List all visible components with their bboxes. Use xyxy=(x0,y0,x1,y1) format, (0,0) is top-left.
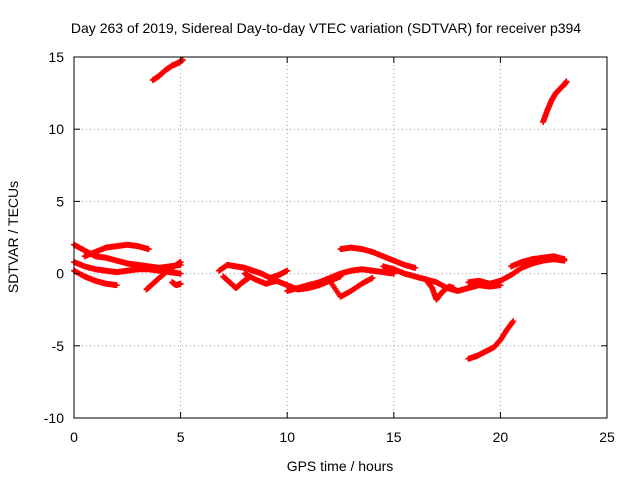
series-arc-3 xyxy=(71,267,120,289)
data-point xyxy=(284,267,291,274)
data-point xyxy=(510,318,517,325)
y-tick-label: 10 xyxy=(48,121,64,137)
x-tick-label: 0 xyxy=(70,429,78,445)
axis-ticks xyxy=(73,56,608,419)
series-arc-12 xyxy=(326,274,376,300)
data-point xyxy=(561,256,568,263)
y-tick-label: 15 xyxy=(48,49,64,65)
y-tick-labels: -10 -5 0 5 10 15 xyxy=(44,49,64,426)
data-point xyxy=(145,246,152,253)
series-arc-17 xyxy=(508,253,568,270)
series-arc-6 xyxy=(169,279,184,289)
series-arc-16 xyxy=(465,256,568,287)
series-arc-9 xyxy=(220,273,252,292)
series-arc-8 xyxy=(215,261,291,281)
x-tick-label: 10 xyxy=(279,429,295,445)
series-arc-4 xyxy=(81,241,152,260)
data-point xyxy=(177,280,184,287)
data-point xyxy=(113,282,120,289)
x-axis-label: GPS time / hours xyxy=(287,458,394,474)
y-axis-label: SDTVAR / TECUs xyxy=(5,181,21,293)
y-tick-label: -10 xyxy=(44,410,64,426)
data-point xyxy=(450,285,457,292)
data-point xyxy=(177,270,184,277)
chart-title: Day 263 of 2019, Sidereal Day-to-day VTE… xyxy=(71,20,581,36)
x-tick-label: 15 xyxy=(386,429,402,445)
grid-lines xyxy=(74,57,607,418)
data-point xyxy=(369,274,376,281)
x-tick-label: 5 xyxy=(177,429,185,445)
data-point xyxy=(563,78,570,85)
y-tick-label: -5 xyxy=(52,338,65,354)
plot-frame xyxy=(73,56,608,419)
series-arc-14 xyxy=(380,263,504,294)
series-arc-11 xyxy=(284,266,397,294)
series-arc-13 xyxy=(337,244,419,271)
data-point xyxy=(177,259,184,266)
data-point xyxy=(412,264,419,271)
series-arc-5 xyxy=(143,259,184,293)
x-tick-label: 25 xyxy=(599,429,615,445)
series-arc-15 xyxy=(422,276,457,303)
series-arc-18 xyxy=(465,318,517,362)
y-tick-label: 5 xyxy=(56,193,64,209)
series-arc-7 xyxy=(149,56,186,84)
data-points xyxy=(71,56,570,362)
x-tick-labels: 0 5 10 15 20 25 xyxy=(70,429,615,445)
x-tick-label: 20 xyxy=(493,429,509,445)
y-tick-label: 0 xyxy=(56,266,64,282)
series-arc-19 xyxy=(540,78,570,125)
